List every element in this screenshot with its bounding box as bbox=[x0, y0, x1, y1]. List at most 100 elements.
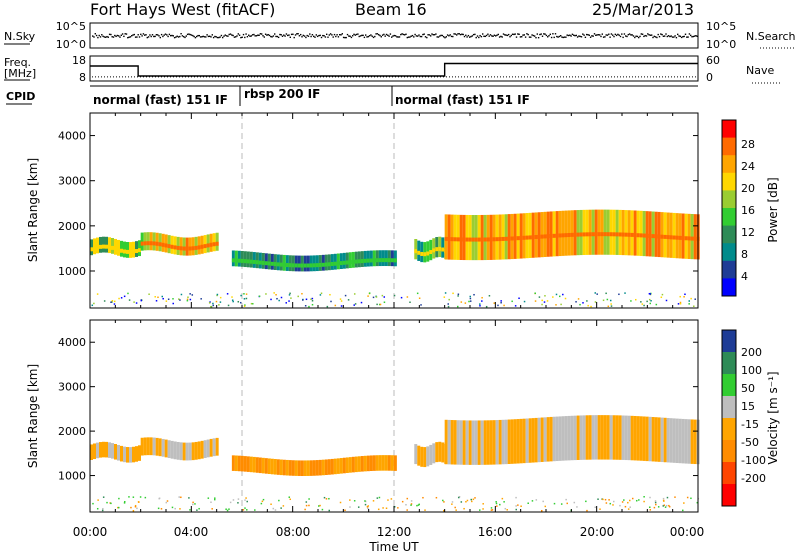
velocity-data-band-cell bbox=[126, 447, 129, 463]
power-data-noise-cell bbox=[310, 298, 312, 300]
velocity-data-noise-cell bbox=[118, 497, 120, 500]
velocity-data-noise-cell bbox=[366, 505, 369, 508]
noise-dot bbox=[394, 35, 397, 37]
power-data-noise-cell bbox=[383, 296, 386, 298]
power-data-band-core bbox=[381, 258, 385, 263]
velocity-data-noise-cell bbox=[418, 503, 420, 506]
noise-dot bbox=[95, 34, 98, 37]
power-data-noise-cell bbox=[165, 300, 168, 302]
power-data-noise-cell bbox=[546, 300, 549, 302]
velocity-data-band-cell bbox=[537, 417, 541, 463]
noise-dot bbox=[671, 36, 674, 38]
noise-dot bbox=[445, 36, 447, 38]
velocity-colorbar: 200 100 50 15 -15 -50 -100 -200 Velocity… bbox=[721, 329, 780, 507]
power-data-noise-cell bbox=[330, 300, 332, 303]
velocity-data-noise-cell bbox=[321, 508, 324, 511]
power-data-band-cell bbox=[627, 210, 631, 256]
noise-dot bbox=[232, 34, 234, 37]
power-data-band-core bbox=[138, 248, 141, 253]
noise-dot bbox=[599, 34, 601, 36]
power-data-band-core bbox=[237, 258, 241, 263]
power-data-band-core bbox=[528, 235, 532, 240]
noise-dot bbox=[324, 36, 327, 38]
power-data-noise-cell bbox=[276, 297, 278, 300]
velocity-data-band-cell bbox=[585, 415, 589, 460]
power-data-band-core bbox=[111, 245, 114, 250]
noise-dot bbox=[515, 36, 518, 38]
noise-dot bbox=[580, 36, 583, 38]
velocity-data-band-cell bbox=[591, 415, 595, 460]
velocity-data-noise-cell bbox=[465, 501, 467, 503]
power-data-noise-cell bbox=[555, 293, 558, 296]
power-data-band-cell bbox=[438, 236, 442, 258]
noise-dot bbox=[157, 34, 159, 36]
power-data-noise-cell bbox=[579, 303, 581, 306]
noise-dot bbox=[448, 35, 450, 37]
power-data-noise-cell bbox=[683, 296, 685, 298]
velocity-data-band-cell bbox=[612, 415, 616, 460]
power-data-band-core bbox=[318, 262, 322, 267]
noise-dot bbox=[237, 33, 239, 35]
velocity-data-band-cell bbox=[143, 437, 147, 456]
power-data-band-core bbox=[170, 244, 174, 249]
power-data-band-cell bbox=[654, 211, 658, 257]
x-tick-label-5: 20:00 bbox=[580, 525, 615, 539]
noise-dot bbox=[251, 34, 254, 36]
power-data-noise-cell bbox=[500, 300, 502, 302]
power-data-ytick-label-0: 1000 bbox=[58, 265, 86, 278]
velocity-data-band-cell bbox=[176, 441, 180, 460]
noise-dot bbox=[359, 35, 362, 37]
velocity-data-band-cell bbox=[525, 418, 529, 463]
power-data-noise-cell bbox=[577, 298, 580, 300]
power-data-band-core bbox=[369, 258, 373, 263]
velocity-data-band-cell bbox=[363, 455, 367, 472]
noise-dot bbox=[532, 34, 535, 37]
power-data-noise-cell bbox=[308, 305, 310, 308]
velocity-data-band-cell bbox=[375, 455, 379, 471]
noise-dot bbox=[423, 33, 425, 35]
noise-dot bbox=[375, 33, 377, 35]
velocity-data-noise-cell bbox=[144, 496, 147, 499]
noise-dot bbox=[458, 33, 460, 35]
velocity-data-noise-cell bbox=[325, 498, 328, 500]
velocity-data-band-cell bbox=[138, 445, 141, 461]
noise-dot bbox=[254, 35, 256, 37]
noise-dot bbox=[253, 33, 255, 36]
velocity-data-noise-cell bbox=[410, 500, 413, 502]
velocity-data-noise-cell bbox=[515, 496, 517, 499]
velocity-bar-tick-6: -100 bbox=[741, 454, 766, 467]
noise-dot bbox=[108, 33, 111, 36]
velocity-data-noise-cell bbox=[393, 506, 396, 508]
power-data-noise-cell bbox=[320, 292, 323, 295]
noise-dot bbox=[275, 35, 277, 38]
velocity-data-band-cell bbox=[108, 442, 111, 458]
velocity-data-noise-cell bbox=[649, 496, 651, 499]
noise-dot bbox=[638, 36, 640, 39]
noise-dot bbox=[380, 36, 382, 38]
velocity-data-noise-cell bbox=[349, 499, 351, 501]
noise-dot bbox=[462, 33, 464, 36]
noise-dot bbox=[576, 36, 579, 38]
velocity-data-band-cell bbox=[215, 437, 219, 456]
velocity-data-noise-cell bbox=[339, 501, 342, 504]
noise-dot bbox=[98, 34, 100, 37]
velocity-data-noise-cell bbox=[635, 499, 638, 502]
noise-dot bbox=[344, 36, 346, 39]
power-data-noise-cell bbox=[212, 304, 215, 307]
noise-dot bbox=[137, 34, 139, 36]
noise-dot bbox=[466, 36, 468, 38]
velocity-data-band-cell bbox=[666, 417, 670, 463]
velocity-data-noise-cell bbox=[665, 504, 668, 507]
velocity-data-band-cell bbox=[111, 443, 114, 459]
power-data-noise-cell bbox=[679, 302, 682, 305]
power-data-noise-cell bbox=[562, 293, 564, 296]
power-data-band-core bbox=[600, 232, 604, 237]
velocity-data-noise-cell bbox=[160, 508, 163, 510]
noise-panel: N.Sky 10^5 10^0 10^5 10^0 N.Search bbox=[4, 20, 796, 51]
noise-dot bbox=[294, 34, 297, 36]
power-data-band-core bbox=[603, 232, 607, 237]
power-data-noise-cell bbox=[457, 293, 460, 296]
velocity-data-band-cell bbox=[429, 444, 433, 465]
velocity-data-band-cell bbox=[669, 418, 673, 463]
power-data-band-core bbox=[297, 263, 301, 268]
